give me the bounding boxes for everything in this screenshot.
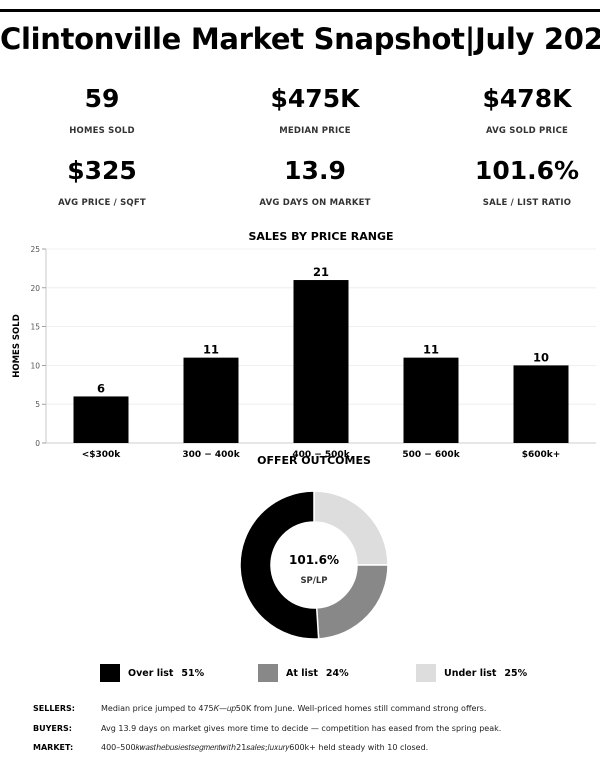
y-tick-label: 20	[30, 284, 40, 293]
bar-data-label: 11	[423, 343, 439, 357]
legend-item-over-list: Over list 51%	[100, 663, 204, 683]
kpi-median-price: $475K MEDIAN PRICE	[215, 84, 415, 136]
bar-data-label: 21	[313, 265, 329, 279]
note-sellers: SELLERS: Median price jumped to 475𝐾—𝑢𝑝5…	[33, 704, 593, 714]
top-rule	[0, 9, 600, 12]
kpi-avg-sold-price: $478K AVG SOLD PRICE	[427, 84, 600, 136]
kpi-label: HOMES SOLD	[69, 126, 135, 136]
legend-swatch	[416, 664, 436, 682]
bar-chart-bars: 6 <$300k 11 300 − 400k 21 400 − 500k 11 500 − 6…	[73, 265, 569, 460]
legend-label: At list	[286, 667, 318, 679]
kpi-value: 101.6%	[474, 156, 580, 185]
note-key: BUYERS:	[33, 724, 72, 733]
bar-chart-title: SALES BY PRICE RANGE	[248, 230, 393, 243]
donut-slice	[239, 490, 320, 640]
x-tick-label: 400 − 500k	[292, 450, 350, 460]
page-title: Clintonville Market Snapshot|July 2026	[0, 22, 600, 56]
kpi-avg-days-on-market: 13.9 AVG DAYS ON MARKET	[215, 156, 415, 208]
legend-item-under-list: Under list 25%	[416, 663, 527, 683]
y-tick-label: 10	[30, 361, 40, 370]
x-tick-label: 500 − 600k	[402, 450, 460, 460]
donut-chart	[239, 490, 389, 640]
bar-data-label: 11	[203, 343, 219, 357]
y-tick-label: 0	[35, 439, 40, 448]
bar	[293, 280, 349, 443]
note-text: Median price jumped to 475𝐾—𝑢𝑝50K from J…	[101, 704, 487, 713]
note-text: 400–500𝑘𝑤𝑎𝑠𝑡ℎ𝑒𝑏𝑢𝑠𝑖𝑒𝑠𝑡𝑠𝑒𝑔𝑚𝑒𝑛𝑡𝑤𝑖𝑡ℎ21𝑠𝑎𝑙𝑒𝑠;…	[101, 743, 429, 752]
legend-percent: 24%	[325, 667, 349, 679]
kpi-homes-sold: 59 HOMES SOLD	[2, 84, 202, 136]
bar	[513, 365, 569, 443]
note-key: MARKET:	[33, 743, 74, 752]
x-tick-label: $600k+	[522, 450, 561, 460]
legend-swatch	[100, 664, 120, 682]
x-tick-label: <$300k	[82, 450, 122, 460]
kpi-label: MEDIAN PRICE	[279, 126, 351, 136]
note-text: Avg 13.9 days on market gives more time …	[101, 724, 502, 733]
kpi-label: AVG SOLD PRICE	[485, 126, 569, 136]
note-market: MARKET: 400–500𝑘𝑤𝑎𝑠𝑡ℎ𝑒𝑏𝑢𝑠𝑖𝑒𝑠𝑡𝑠𝑒𝑔𝑚𝑒𝑛𝑡𝑤𝑖𝑡ℎ…	[33, 743, 593, 753]
legend-percent: 25%	[504, 667, 528, 679]
kpi-value: $475K	[270, 84, 360, 113]
legend-item-at-list: At list 24%	[258, 663, 349, 683]
kpi-sale-list-ratio: 101.6% SALE / LIST RATIO	[427, 156, 600, 208]
legend-label: Over list	[128, 667, 174, 679]
kpi-value: 13.9	[284, 156, 346, 185]
bar	[73, 396, 129, 443]
bar	[403, 357, 459, 443]
y-tick-label: 5	[35, 400, 40, 409]
donut-chart-title: OFFER OUTCOMES	[257, 454, 371, 467]
bar-data-label: 6	[97, 381, 105, 395]
legend-label: Under list	[444, 667, 497, 679]
kpi-label: AVG DAYS ON MARKET	[259, 198, 371, 208]
donut-center-label: SP/LP	[300, 576, 327, 586]
note-buyers: BUYERS: Avg 13.9 days on market gives mo…	[33, 724, 593, 733]
bar-data-label: 10	[533, 350, 549, 364]
donut-center-value: 101.6%	[289, 553, 339, 567]
kpi-avg-price-sqft: $325 AVG PRICE / SQFT	[2, 156, 202, 208]
kpi-label: AVG PRICE / SQFT	[58, 198, 146, 208]
legend-swatch	[258, 664, 278, 682]
note-key: SELLERS:	[33, 704, 76, 713]
kpi-value: 59	[84, 84, 120, 113]
kpi-value: $478K	[482, 84, 572, 113]
kpi-value: $325	[67, 156, 137, 185]
bar	[183, 357, 239, 443]
y-tick-label: 15	[30, 323, 40, 332]
kpi-label: SALE / LIST RATIO	[482, 198, 572, 208]
x-tick-label: 300 − 400k	[182, 450, 240, 460]
legend-percent: 51%	[181, 667, 205, 679]
y-tick-label: 25	[30, 245, 40, 254]
bar-chart-ylabel: HOMES SOLD	[12, 314, 22, 378]
